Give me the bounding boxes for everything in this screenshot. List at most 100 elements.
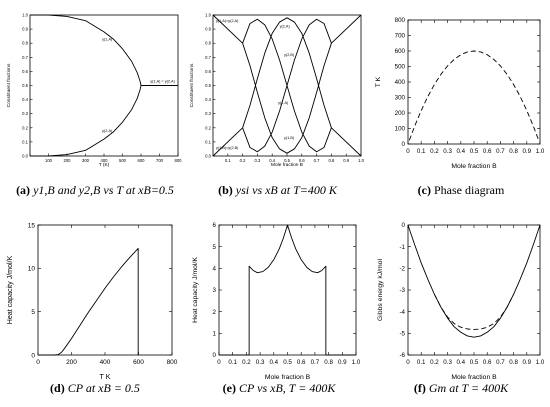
x-tick-label: 400 xyxy=(101,158,109,163)
plot-frame xyxy=(37,224,173,356)
y-tick-label: 0.1 xyxy=(205,139,211,144)
x-tick-label: 0.7 xyxy=(496,148,505,155)
y-tick-label: -1 xyxy=(399,244,405,251)
x-tick-label: 300 xyxy=(82,158,90,163)
y-tick-label: 0.5 xyxy=(22,83,28,88)
x-tick-label: 0.1 xyxy=(417,148,426,155)
y-tick-label: 0.7 xyxy=(22,55,28,60)
x-axis-label: Mole fraction B xyxy=(271,162,303,168)
y-tick-label: 0.2 xyxy=(22,125,28,130)
x-tick-label: 0.1 xyxy=(417,359,426,366)
x-tick-label: 0 xyxy=(217,359,221,366)
series-line-1 xyxy=(212,127,243,157)
x-axis-label: Mole fraction B xyxy=(451,374,497,381)
x-tick-label: 0.6 xyxy=(297,359,306,366)
x-tick-label: 0.8 xyxy=(328,158,334,163)
y-tick-label: 1.0 xyxy=(205,12,211,17)
caption-a-text: y1,B and y2,B vs T at xB=0.5 xyxy=(33,183,174,197)
x-tick-label: 0.9 xyxy=(522,148,531,155)
chart-f: 0 0.1 0.2 0.3 0.4 0.5 0.6 0.7 0.8 0.9 1.0 -6 -5 -4 -3 -… xyxy=(377,222,545,381)
y-axis-label: Constituent fractions xyxy=(189,63,195,107)
x-tick-label: 0.5 xyxy=(283,359,292,366)
x-tick-label: 700 xyxy=(156,158,164,163)
y-axis-label: Heat capacity J/mol/K xyxy=(192,257,199,323)
annotation-label: y(1,A) xyxy=(278,101,289,105)
y-tick-label: 2 xyxy=(213,309,217,316)
x-tick-label: 800 xyxy=(167,359,178,366)
series-line-3 xyxy=(331,127,362,157)
y-axis-label: Constituent fractions xyxy=(6,63,12,107)
y-tick-label: 600 xyxy=(395,48,406,55)
x-tick-label: 0.2 xyxy=(240,158,246,163)
x-tick-label: 400 xyxy=(100,359,111,366)
x-tick-label: 0.5 xyxy=(284,158,290,163)
y-tick-label: 100 xyxy=(395,126,406,133)
y-tick-label: 0.6 xyxy=(205,69,211,74)
x-tick-label: 0.5 xyxy=(470,148,479,155)
x-tick-label: 0.8 xyxy=(509,359,518,366)
x-tick-label: 1.0 xyxy=(536,359,545,366)
series-line-2 xyxy=(331,14,362,44)
x-tick-label: 200 xyxy=(64,158,72,163)
annotation-label: y(1,A)=y(2,A) xyxy=(216,19,239,23)
caption-a-tag: (a) xyxy=(16,183,31,197)
x-tick-label: 0.3 xyxy=(256,359,265,366)
x-tick-label: 0.4 xyxy=(269,359,278,366)
y-tick-label: 0.4 xyxy=(22,97,28,102)
y-tick-label: 4 xyxy=(213,266,217,273)
y-axis-label: T K xyxy=(375,76,382,87)
annotation-label: y(2,A) xyxy=(280,25,291,29)
x-tick-label: 0.2 xyxy=(430,148,439,155)
caption-b: (b) ysi vs xB at T=400 K xyxy=(190,183,365,198)
caption-e-tag: (e) xyxy=(222,381,236,395)
x-tick-label: 0 xyxy=(36,359,40,366)
series-line-1 xyxy=(30,85,142,157)
caption-e-text: CP vs xB, T = 400K xyxy=(239,381,336,395)
y-tick-label: 0.9 xyxy=(22,27,28,32)
series-line-6 xyxy=(242,17,332,128)
x-tick-label: 0.9 xyxy=(343,158,349,163)
y-tick-label: 0.3 xyxy=(205,111,211,116)
x-tick-label: 600 xyxy=(133,359,144,366)
x-tick-label: 0.2 xyxy=(242,359,251,366)
series-line-5 xyxy=(242,18,332,153)
x-tick-label: 0.6 xyxy=(299,158,305,163)
y-tick-label: 0.2 xyxy=(205,125,211,130)
y-tick-label: 0.8 xyxy=(205,41,211,46)
x-tick-label: 0.5 xyxy=(470,359,479,366)
y-tick-label: 0 xyxy=(31,352,35,359)
y-tick-label: 0 xyxy=(402,222,406,229)
y-tick-label: 1 xyxy=(213,331,217,338)
caption-f: (f) Gm at T = 400K xyxy=(372,381,550,396)
x-tick-label: 0.3 xyxy=(443,148,452,155)
y-tick-label: -2 xyxy=(399,266,405,273)
x-tick-label: 0.6 xyxy=(483,148,492,155)
x-tick-label: 0.9 xyxy=(522,359,531,366)
y-tick-label: 0 xyxy=(213,352,217,359)
y-axis-label: Heat capacity J/mol/K xyxy=(6,255,14,324)
y-tick-label: 400 xyxy=(395,79,406,86)
series-line-0 xyxy=(212,14,243,44)
series-line-0 xyxy=(30,14,142,86)
x-tick-label: 0.1 xyxy=(225,158,231,163)
x-tick-label: 500 xyxy=(119,158,127,163)
y-tick-label: 300 xyxy=(395,95,406,102)
series-line-0 xyxy=(407,224,541,338)
caption-b-tag: (b) xyxy=(218,183,233,197)
y-tick-label: 0.4 xyxy=(205,97,211,102)
caption-c: (c) Phase diagram xyxy=(372,183,550,198)
x-tick-label: 100 xyxy=(45,158,53,163)
x-tick-label: 0.9 xyxy=(338,359,347,366)
caption-c-text: Phase diagram xyxy=(434,183,505,197)
caption-d-tag: (d) xyxy=(50,381,65,395)
x-tick-label: 0.8 xyxy=(324,359,333,366)
chart-e: 0 0.1 0.2 0.3 0.4 0.5 0.6 0.7 0.8 0.9 1.0 0 1 2 3 4 5 6 Mo… xyxy=(192,222,361,381)
x-tick-label: 0.4 xyxy=(456,359,465,366)
y-tick-label: 15 xyxy=(28,222,36,229)
x-tick-label: 0.6 xyxy=(483,359,492,366)
caption-f-text: Gm at T = 400K xyxy=(428,381,509,395)
y-tick-label: 0.0 xyxy=(22,153,28,158)
y-tick-label: 0.1 xyxy=(22,139,28,144)
caption-c-tag: (c) xyxy=(417,183,431,197)
x-tick-label: 800 xyxy=(175,158,183,163)
